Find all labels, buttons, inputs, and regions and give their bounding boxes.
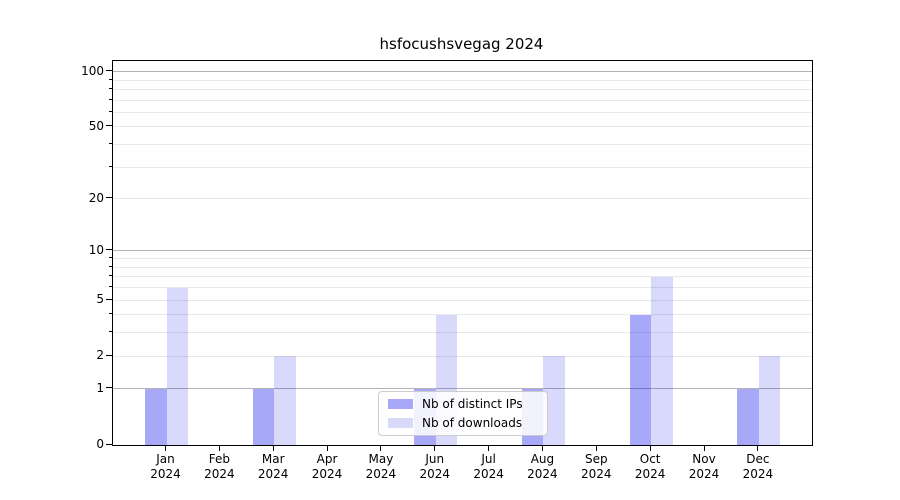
- y-gridline-minor: [113, 99, 812, 101]
- y-tick: [106, 197, 112, 199]
- x-tick: [218, 445, 220, 451]
- legend-item-distinct-ips: Nb of distinct IPs: [379, 397, 547, 411]
- x-tick-label: Dec 2024: [742, 452, 774, 481]
- y-gridline-minor: [113, 276, 812, 278]
- y-gridline-minor: [113, 266, 812, 268]
- bar-downloads: [166, 287, 188, 445]
- y-tick-label: 10: [88, 242, 104, 257]
- chart-title: hsfocushsvegag 2024: [379, 35, 544, 53]
- x-tick-label: May 2024: [365, 452, 397, 481]
- x-tick-label: Oct 2024: [634, 452, 666, 481]
- bar-distinct-ips: [629, 314, 652, 445]
- y-tick-label: 50: [88, 118, 104, 133]
- bar-distinct-ips: [145, 388, 167, 445]
- y-minor-tick: [108, 257, 112, 259]
- x-tick: [434, 445, 436, 451]
- y-gridline-minor: [113, 144, 812, 146]
- y-gridline-minor: [113, 126, 812, 128]
- y-tick-label: 20: [88, 190, 104, 205]
- y-gridline-major: [113, 388, 812, 390]
- y-gridline-minor: [113, 111, 812, 113]
- y-gridline-minor: [113, 88, 812, 90]
- y-tick-label: 2: [96, 348, 104, 363]
- x-tick: [649, 445, 651, 451]
- x-tick-label: Aug 2024: [527, 452, 558, 481]
- y-minor-tick: [108, 313, 112, 315]
- legend-label-distinct-ips: Nb of distinct IPs: [422, 397, 523, 412]
- y-minor-tick: [108, 331, 112, 333]
- legend-label-downloads: Nb of downloads: [422, 415, 523, 430]
- x-tick: [757, 445, 759, 451]
- x-tick-label: Nov 2024: [688, 452, 720, 481]
- bar-distinct-ips: [252, 388, 275, 445]
- y-tick: [106, 249, 112, 251]
- x-tick-label: Jan 2024: [150, 452, 181, 481]
- y-gridline-minor: [113, 79, 812, 81]
- legend-item-downloads: Nb of downloads: [379, 416, 547, 430]
- y-tick: [106, 354, 112, 356]
- legend-swatch-downloads: [388, 417, 413, 428]
- y-gridline-minor: [113, 299, 812, 301]
- y-minor-tick: [108, 286, 112, 288]
- x-tick: [272, 445, 274, 451]
- y-tick-label: 1: [96, 380, 104, 395]
- y-tick: [106, 70, 112, 72]
- x-tick-label: Mar 2024: [257, 452, 289, 481]
- y-tick-label: 5: [96, 292, 104, 307]
- y-gridline-major: [113, 250, 812, 252]
- y-minor-tick: [108, 78, 112, 80]
- y-minor-tick: [108, 275, 112, 277]
- x-tick-label: Sep 2024: [581, 452, 612, 481]
- y-minor-tick: [108, 98, 112, 100]
- bar-downloads: [758, 356, 781, 445]
- bar-distinct-ips: [737, 388, 759, 445]
- legend-swatch-distinct-ips: [388, 399, 413, 410]
- x-tick-label: Jun 2024: [419, 452, 451, 481]
- y-tick: [106, 125, 112, 127]
- x-tick: [326, 445, 328, 451]
- bar-downloads: [274, 356, 296, 445]
- x-tick: [380, 445, 382, 451]
- y-gridline-minor: [113, 287, 812, 289]
- y-gridline-minor: [113, 258, 812, 260]
- y-minor-tick: [108, 87, 112, 89]
- bar-downloads: [651, 276, 673, 445]
- y-gridline-minor: [113, 332, 812, 334]
- bar-downloads: [543, 356, 565, 445]
- y-minor-tick: [108, 165, 112, 167]
- x-tick: [541, 445, 543, 451]
- x-tick: [595, 445, 597, 451]
- x-tick-label: Feb 2024: [204, 452, 235, 481]
- y-minor-tick: [108, 143, 112, 145]
- y-tick-label: 0: [96, 437, 104, 451]
- y-gridline-minor: [113, 355, 812, 357]
- y-tick-label: 100: [81, 63, 104, 78]
- y-gridline-minor: [113, 166, 812, 168]
- y-tick: [106, 443, 112, 445]
- legend: Nb of distinct IPs Nb of downloads: [378, 391, 548, 436]
- x-tick-label: Jul 2024: [473, 452, 504, 481]
- y-gridline-minor: [113, 198, 812, 200]
- x-tick: [703, 445, 705, 451]
- y-tick: [106, 298, 112, 300]
- x-tick: [165, 445, 166, 451]
- y-tick: [106, 387, 112, 389]
- y-minor-tick: [108, 110, 112, 112]
- x-tick: [488, 445, 490, 451]
- y-gridline-minor: [113, 314, 812, 316]
- plot-area: [112, 60, 813, 446]
- y-minor-tick: [108, 265, 112, 267]
- y-gridline-major: [113, 71, 812, 73]
- x-tick-label: Apr 2024: [311, 452, 343, 481]
